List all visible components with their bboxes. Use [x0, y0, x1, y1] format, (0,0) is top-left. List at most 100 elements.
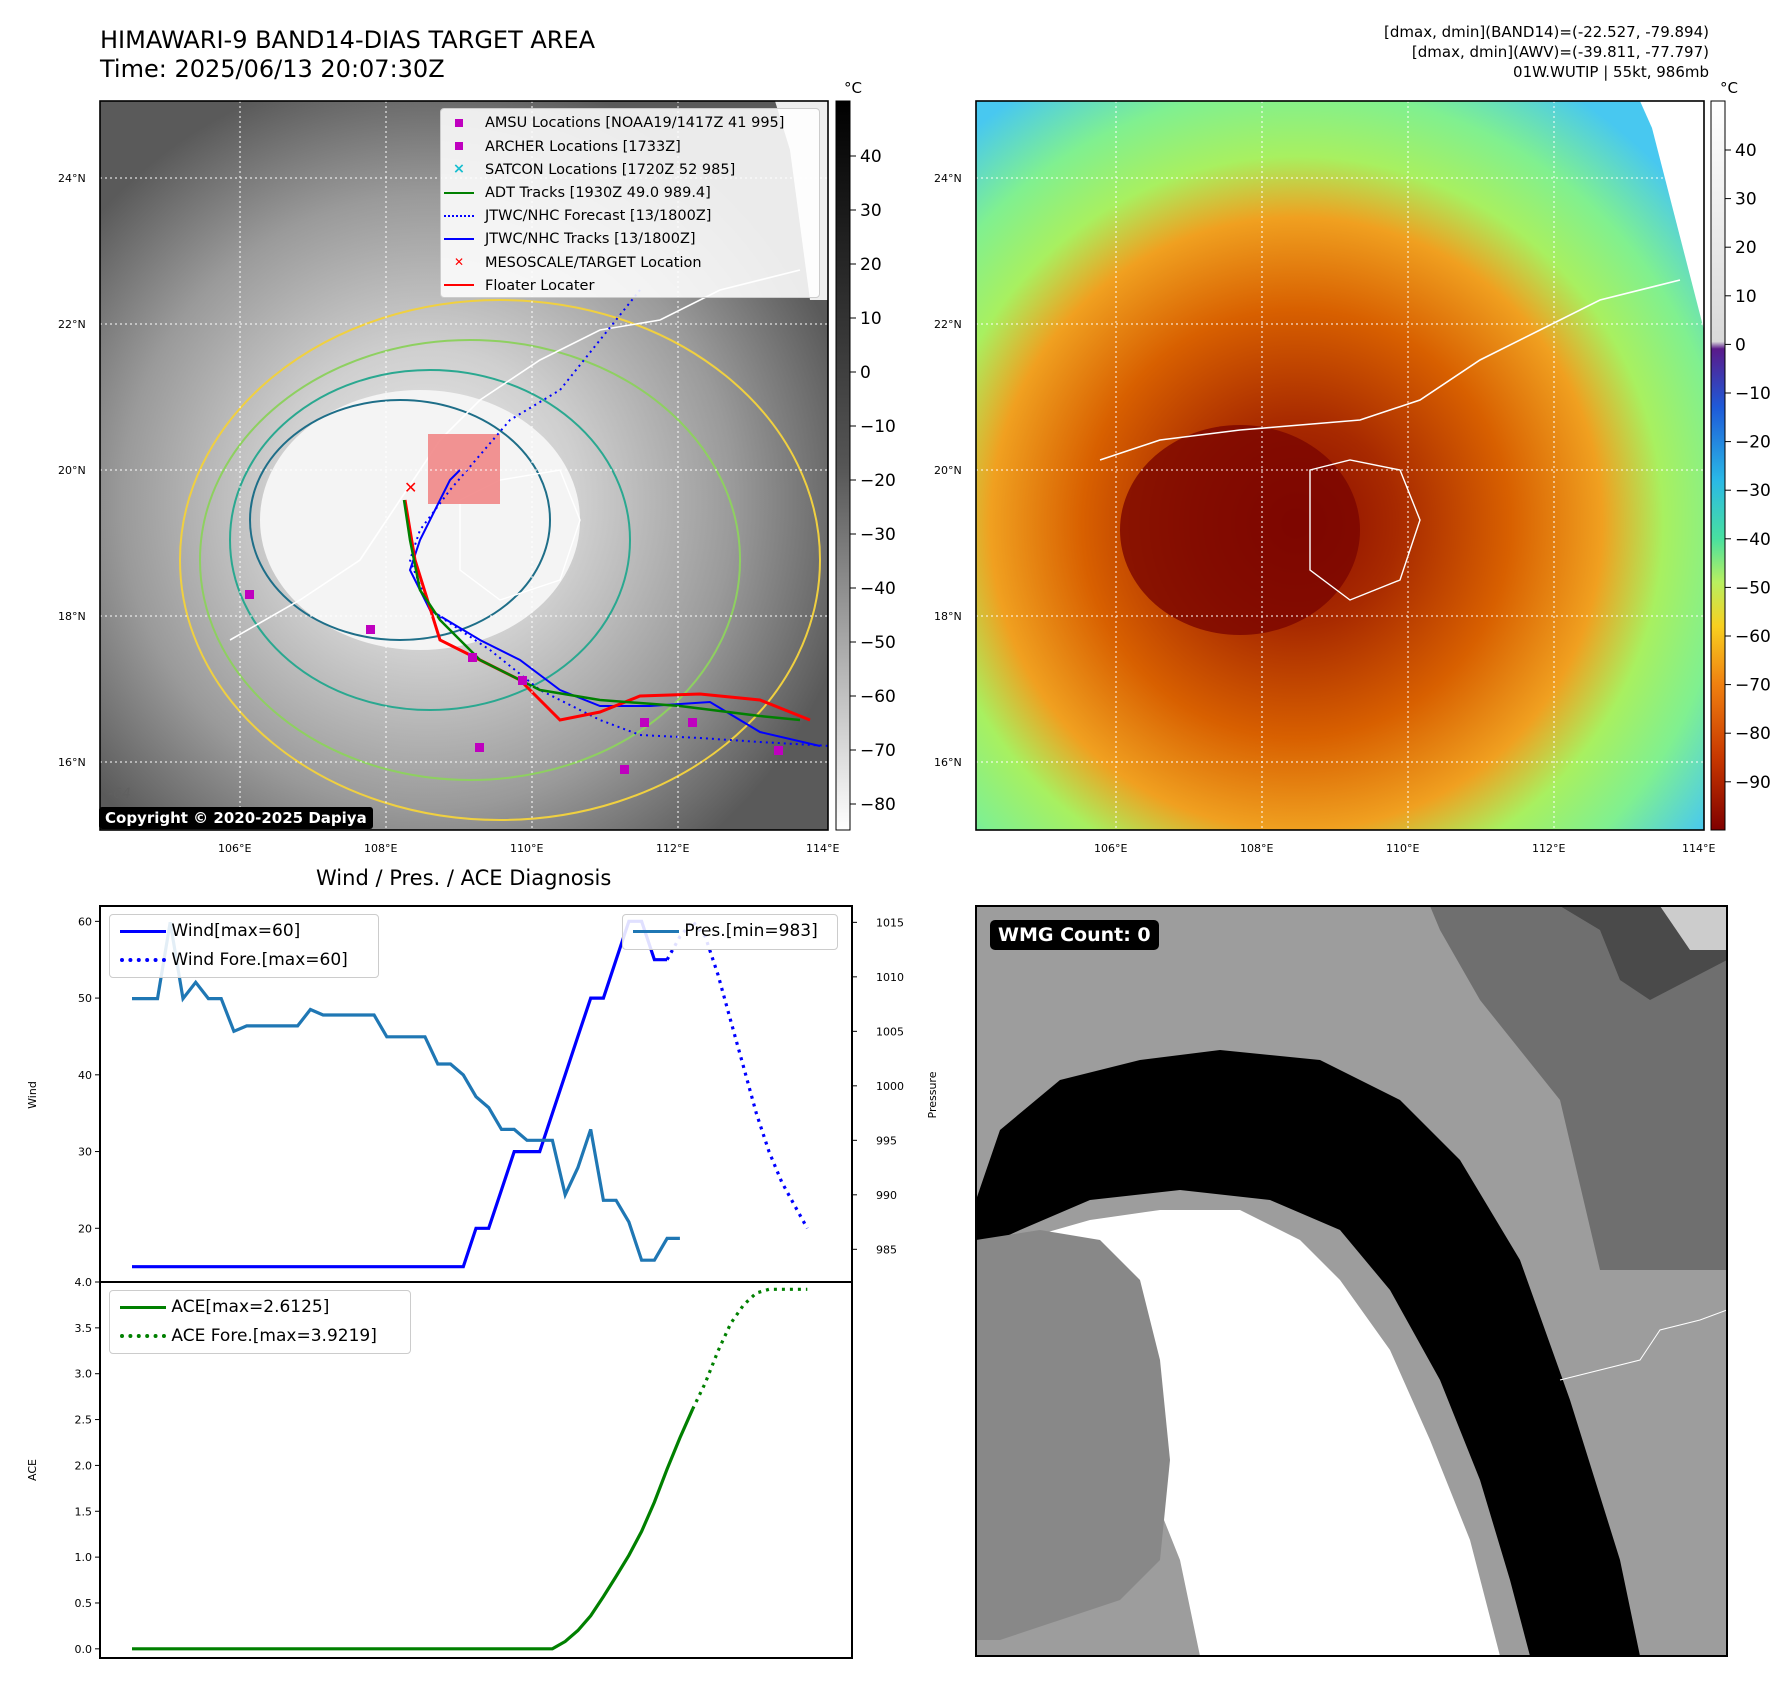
amsu-marker: [518, 676, 527, 685]
colorbar-tick-label: −40: [1735, 530, 1771, 550]
y-tick-label: 0.0: [75, 1643, 93, 1656]
colorbar-ir-unit: °C: [844, 79, 862, 97]
wmg-frame: [975, 905, 1728, 1657]
wind-forecast-legend-label: Wind Fore.[max=60]: [171, 950, 348, 970]
y2-tick-label: 985: [876, 1243, 897, 1256]
wmg-zone-light: [1660, 906, 1727, 950]
map-legend: AMSU Locations [NOAA19/1417Z 41 995] ARCH…: [440, 108, 820, 298]
lat-tick: 18°N: [58, 610, 86, 623]
ir-contour-green: [199, 339, 741, 781]
pressure-legend-label: Pres.[min=983]: [684, 921, 818, 941]
ace-forecast-legend-label: ACE Fore.[max=3.9219]: [171, 1326, 377, 1346]
time-label: Time: 2025/06/13 20:07:30Z: [100, 55, 445, 83]
map-legend-label: JTWC/NHC Forecast [13/1800Z]: [485, 208, 712, 225]
pressure-legend-swatch: [633, 929, 679, 933]
map-legend-label: SATCON Locations [1720Z 52 985]: [485, 161, 736, 178]
awv-field: [976, 101, 1704, 830]
colorbar-ir: °C 40 30 20 10 0 −10 −20 −30 −40 −50 −60 −70 −80: [835, 79, 896, 831]
map-legend-swatch: [441, 205, 477, 228]
colorbar-tick-label: 20: [860, 255, 882, 275]
map-legend-item: × SATCON Locations [1720Z 52 985]: [441, 158, 819, 181]
map-legend-label: AMSU Locations [NOAA19/1417Z 41 995]: [485, 115, 785, 132]
amsu-marker: [245, 590, 254, 599]
lat-tick: 18°N: [934, 610, 962, 623]
awv-coastline: [1099, 279, 1681, 461]
y-tick-label: 2.5: [75, 1414, 93, 1427]
colorbar-tick-label: −20: [860, 471, 896, 491]
y-tick-label: 50: [78, 992, 92, 1005]
ace-legend-swatch: [120, 1305, 166, 1309]
pressure-legend: Pres.[min=983]: [622, 914, 838, 950]
colorbar-awv-unit: °C: [1720, 79, 1738, 97]
y-tick-label: 30: [78, 1146, 92, 1159]
awv-hainan-coast: [1309, 459, 1421, 601]
map-legend-swatch: [441, 228, 477, 251]
map-legend-item: AMSU Locations [NOAA19/1417Z 41 995]: [441, 112, 819, 135]
y-tick-label: 3.5: [75, 1322, 93, 1335]
lat-tick: 22°N: [934, 318, 962, 331]
colorbar-tick-label: 30: [860, 201, 882, 221]
pressure-axis-label: Pressure: [926, 1071, 939, 1118]
map-legend-item: ✕ MESOSCALE/TARGET Location: [441, 251, 819, 274]
ir-contour-yellow: [179, 299, 821, 821]
colorbar-tick-label: −50: [860, 633, 896, 653]
jtwc-best-track: [408, 469, 821, 747]
ir-coastline: [229, 269, 801, 641]
lon-tick: 110°E: [510, 842, 543, 855]
wmg-count-badge: WMG Count: 0: [990, 920, 1159, 950]
ace-axis-label: ACE: [26, 1459, 39, 1481]
storm-info: 01W.WUTIP | 55kt, 986mb: [1513, 63, 1709, 81]
map-legend-swatch: [441, 135, 477, 158]
contour-value-label: -64: [108, 786, 131, 802]
lat-tick: 20°N: [58, 464, 86, 477]
colorbar-tick-label: −30: [1735, 481, 1771, 501]
y-tick-label: 4.0: [75, 1276, 93, 1289]
wind-legend-item: Wind[max=60]: [120, 917, 300, 946]
ir-hainan-coast: [459, 469, 581, 601]
colorbar-tick-label: −80: [1735, 724, 1771, 744]
stats-band14: [dmax, dmin](BAND14)=(-22.527, -79.894): [1384, 23, 1709, 41]
wmg-coastline: [1559, 1309, 1727, 1381]
lat-tick: 16°N: [934, 756, 962, 769]
map-legend-swatch: [441, 182, 477, 205]
map-legend-items: AMSU Locations [NOAA19/1417Z 41 995] ARCH…: [441, 112, 819, 298]
map-legend-item: ARCHER Locations [1733Z]: [441, 135, 819, 158]
ace-legend: ACE[max=2.6125] ACE Fore.[max=3.9219]: [109, 1290, 411, 1354]
amsu-marker: [468, 653, 477, 662]
amsu-marker: [640, 718, 649, 727]
y-tick-label: 2.0: [75, 1459, 93, 1472]
colorbar-tick-label: 40: [1735, 141, 1757, 161]
colorbar-tick-label: 30: [1735, 190, 1757, 210]
lon-tick: 106°E: [1094, 842, 1127, 855]
y-tick-label: 60: [78, 915, 92, 928]
map-legend-item: JTWC/NHC Tracks [13/1800Z]: [441, 228, 819, 251]
pressure-legend-item: Pres.[min=983]: [633, 917, 818, 946]
colorbar-tick-label: −60: [860, 687, 896, 707]
ace-legend-item: ACE[max=2.6125]: [120, 1293, 329, 1322]
y2-tick-label: 1005: [876, 1025, 904, 1038]
ir-map-frame: [99, 100, 829, 831]
colorbar-tick-label: −70: [860, 741, 896, 761]
amsu-marker: [620, 765, 629, 774]
map-legend-swatch: ×: [452, 161, 466, 178]
y-tick-label: 1.5: [75, 1505, 93, 1518]
y2-tick-label: 1015: [876, 916, 904, 929]
map-legend-label: MESOSCALE/TARGET Location: [485, 254, 702, 271]
y2-tick-label: 990: [876, 1189, 897, 1202]
lon-tick: 108°E: [1240, 842, 1273, 855]
wind-axis-label: Wind: [26, 1081, 39, 1109]
lat-tick: 20°N: [934, 464, 962, 477]
floater-track: [403, 499, 811, 722]
awv-map-frame: [975, 100, 1705, 831]
colorbar-tick-label: −30: [860, 525, 896, 545]
lat-tick: 22°N: [58, 318, 86, 331]
amsu-marker: [366, 625, 375, 634]
mesoscale-target-marker: ✕: [404, 478, 417, 497]
colorbar-tick-label: 40: [860, 147, 882, 167]
colorbar-tick-label: −10: [860, 417, 896, 437]
wind-legend-swatch: [120, 929, 166, 933]
colorbar-tick-label: −20: [1735, 433, 1771, 453]
y-tick-label: 1.0: [75, 1551, 93, 1564]
awv-gridlines: [976, 101, 1704, 830]
lon-tick: 112°E: [656, 842, 689, 855]
